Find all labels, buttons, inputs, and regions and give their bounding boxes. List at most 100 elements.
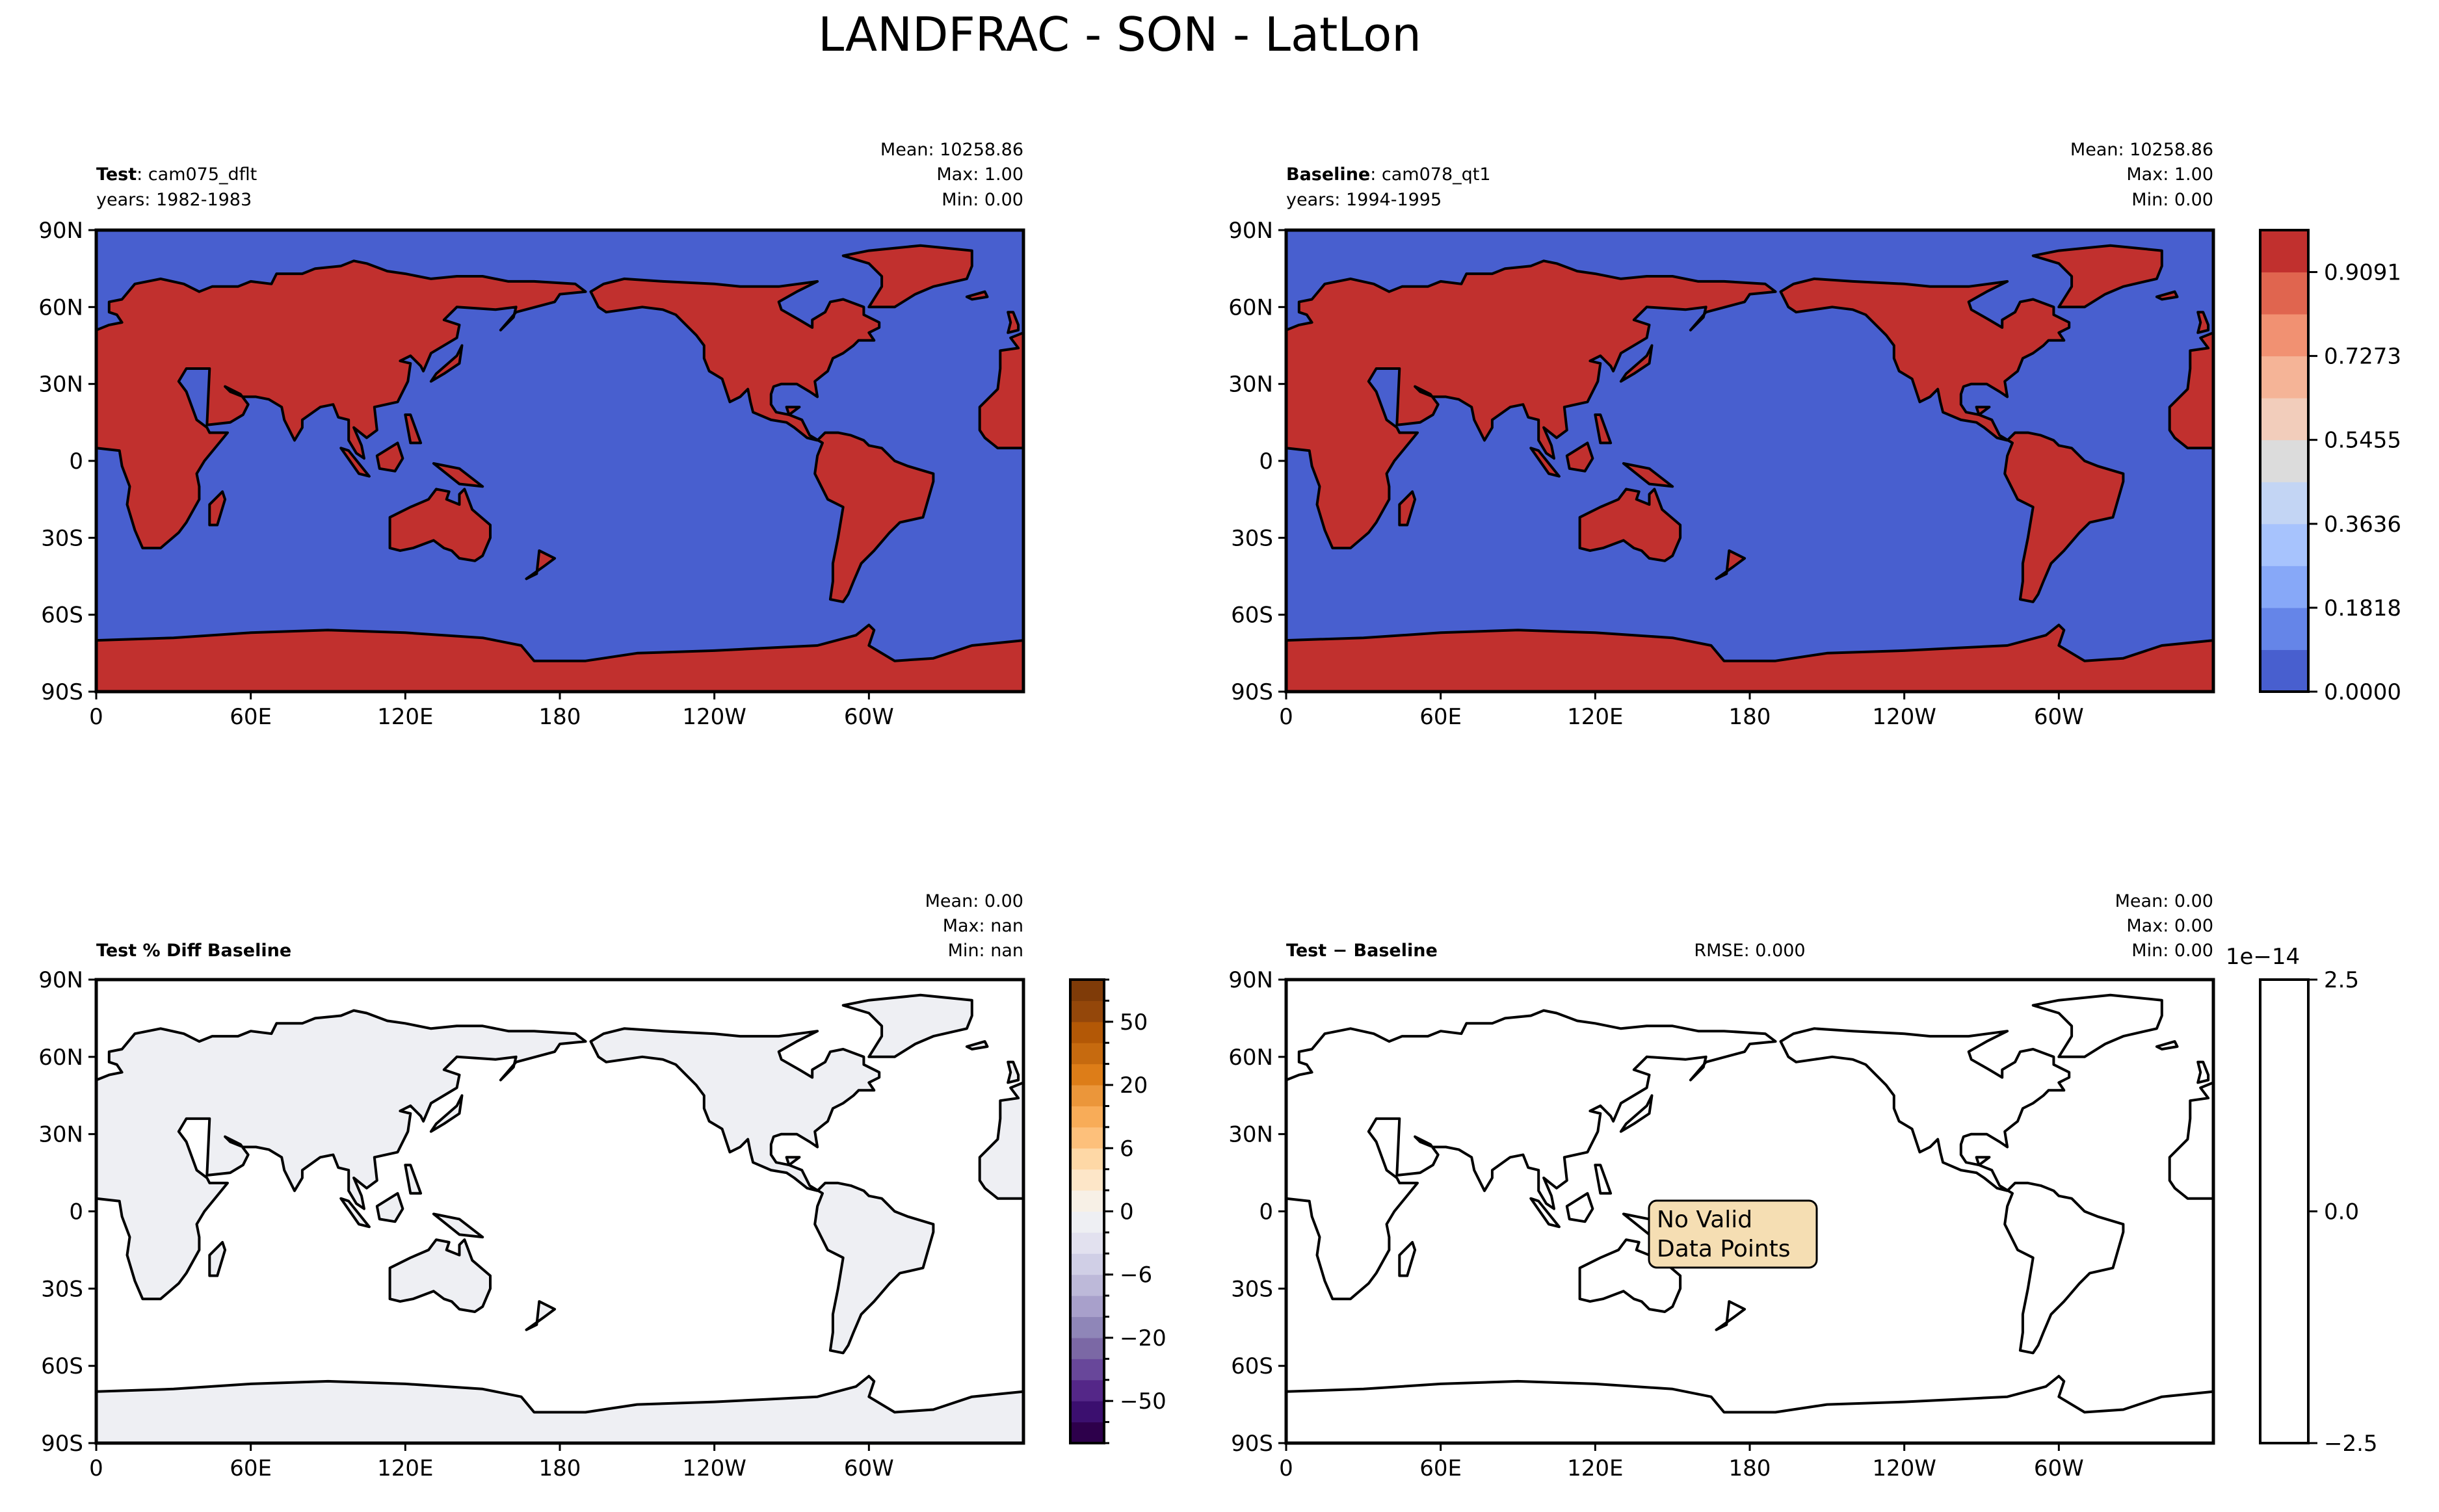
land-greenland — [2031, 244, 2163, 309]
x-tick-label: 180 — [539, 1455, 581, 1481]
colorbar-bin — [1070, 980, 1104, 1001]
colorbar-tick-label: 0.0000 — [2324, 679, 2401, 705]
colorbar-tick-label: 50 — [1120, 1010, 1148, 1036]
land-west-africa-iberia — [2168, 331, 2215, 450]
y-tick-label: 60S — [1231, 1353, 1273, 1379]
x-tick-label: 60W — [844, 1455, 894, 1481]
y-tick-label: 90N — [1228, 967, 1273, 993]
colorbar-bin — [1070, 1359, 1104, 1381]
stat-min: Min: 0.00 — [2131, 941, 2213, 961]
land-japan — [1619, 1094, 1654, 1133]
y-tick-label: 90N — [1228, 218, 1273, 244]
colorbar-tick-label: 0.3636 — [2324, 512, 2401, 538]
panel-label: Test − Baseline — [1286, 941, 1438, 961]
y-tick-label: 0 — [69, 449, 83, 475]
land-philippines — [1594, 413, 1613, 445]
y-tick-label: 30S — [1231, 525, 1273, 551]
colorbar-bin — [1070, 1190, 1104, 1212]
colorbar-bin — [2260, 398, 2308, 441]
stat-mean: Mean: 10258.86 — [880, 140, 1023, 160]
x-tick-label: 60E — [230, 704, 272, 730]
stat-mean: Mean: 10258.86 — [2070, 140, 2213, 160]
colorbar-bin — [2260, 482, 2308, 525]
panel-baseline: 0 60E 120E 180 120W 60W 90N 60N 30N 0 30S 60S 90S Mea… — [1228, 140, 2401, 730]
x-tick-label: 0 — [1279, 1455, 1293, 1481]
x-tick-label: 0 — [89, 1455, 103, 1481]
stat-max: Max: 1.00 — [936, 164, 1023, 185]
colorbar-bin — [1070, 1274, 1104, 1296]
colorbar-tick-label: −50 — [1120, 1388, 1167, 1414]
y-tick-label: 60S — [1231, 603, 1273, 629]
land-philippines — [404, 413, 423, 445]
x-tick-label: 180 — [539, 704, 581, 730]
land-new-zealand — [525, 1300, 557, 1331]
no-data-text: No Valid — [1657, 1206, 1752, 1233]
land-americas — [1779, 1027, 2125, 1355]
land-iceland — [965, 1040, 989, 1050]
land-west-africa-iberia — [2168, 1081, 2215, 1200]
panel-diff: 0 60E 120E 180 120W 60W 90N 60N 30N 0 30S 60S 90S Mea… — [1228, 891, 2377, 1481]
colorbar-tick-label: −2.5 — [2324, 1431, 2378, 1457]
panel-pct_diff: 0 60E 120E 180 120W 60W 90N 60N 30N 0 30S 60S 90S Mea… — [38, 891, 1166, 1481]
y-tick-label: 30N — [1228, 1122, 1273, 1148]
colorbar-tick-label: 0.1818 — [2324, 595, 2401, 621]
no-data-text: Data Points — [1657, 1236, 1791, 1262]
land-britain — [1007, 1060, 1020, 1084]
y-tick-label: 30S — [41, 1276, 83, 1302]
x-tick-label: 60W — [2034, 704, 2084, 730]
land-greenland — [841, 244, 973, 309]
no-data-box — [1648, 1199, 1818, 1269]
stat-max: Max: nan — [943, 916, 1023, 936]
colorbar-bin — [2260, 230, 2308, 273]
x-tick-label: 120W — [1872, 704, 1936, 730]
land-americas — [589, 1027, 935, 1355]
colorbar-tick-label: 0.9091 — [2324, 260, 2401, 286]
land-madagascar — [208, 1241, 227, 1277]
land-new-zealand — [1715, 549, 1747, 580]
x-tick-label: 120E — [1567, 704, 1623, 730]
colorbar-bin — [2260, 980, 2308, 1444]
land-greenland — [841, 993, 973, 1058]
land-americas — [589, 277, 935, 603]
colorbar-bin — [2260, 272, 2308, 315]
land-antarctica — [1285, 1375, 2215, 1444]
colorbar-tick-label: −20 — [1120, 1325, 1167, 1351]
stat-mean: Mean: 0.00 — [2115, 891, 2213, 911]
colorbar-bin — [1070, 1379, 1104, 1401]
colorbar-bin — [1070, 1043, 1104, 1065]
land-eurasia-africa — [1285, 259, 1777, 550]
land-greenland — [2031, 993, 2163, 1058]
colorbar-bin — [2260, 314, 2308, 357]
y-tick-label: 30N — [38, 1122, 83, 1148]
colorbar-bin — [1070, 1232, 1104, 1254]
land-sumatra — [339, 1197, 371, 1229]
y-tick-label: 60N — [38, 294, 83, 320]
land-eurasia-africa — [1285, 1009, 1777, 1301]
panel-label-bold: Baseline — [1286, 164, 1370, 185]
land-antarctica — [95, 623, 1025, 693]
x-tick-label: 120W — [682, 1455, 746, 1481]
land-new-zealand — [525, 549, 557, 580]
panel-label-case: : cam075_dflt — [137, 164, 257, 185]
colorbar-bin — [1070, 1422, 1104, 1444]
land-australia — [388, 488, 492, 562]
land-new-guinea — [1622, 462, 1674, 488]
colorbar-tick-label: 6 — [1120, 1136, 1134, 1162]
land-iceland — [2155, 1040, 2179, 1050]
x-tick-label: 0 — [89, 704, 103, 730]
colorbar-bin — [2260, 649, 2308, 692]
land-australia — [1578, 488, 1682, 562]
panel-years: years: 1994-1995 — [1286, 190, 1442, 210]
x-tick-label: 60E — [230, 1455, 272, 1481]
land-eurasia-africa — [95, 259, 587, 550]
land-new-zealand — [1715, 1300, 1747, 1331]
panel-label-bold: Test % Diff Baseline — [96, 941, 291, 961]
stat-max: Max: 0.00 — [2126, 916, 2213, 936]
y-tick-label: 30N — [1228, 372, 1273, 398]
figure-title: LANDFRAC - SON - LatLon — [818, 7, 1421, 62]
colorbar-bin — [1070, 1063, 1104, 1086]
colorbar-offset-label: 1e−14 — [2226, 944, 2300, 970]
colorbar-frame — [2259, 229, 2310, 693]
colorbar-bin — [1070, 1127, 1104, 1149]
